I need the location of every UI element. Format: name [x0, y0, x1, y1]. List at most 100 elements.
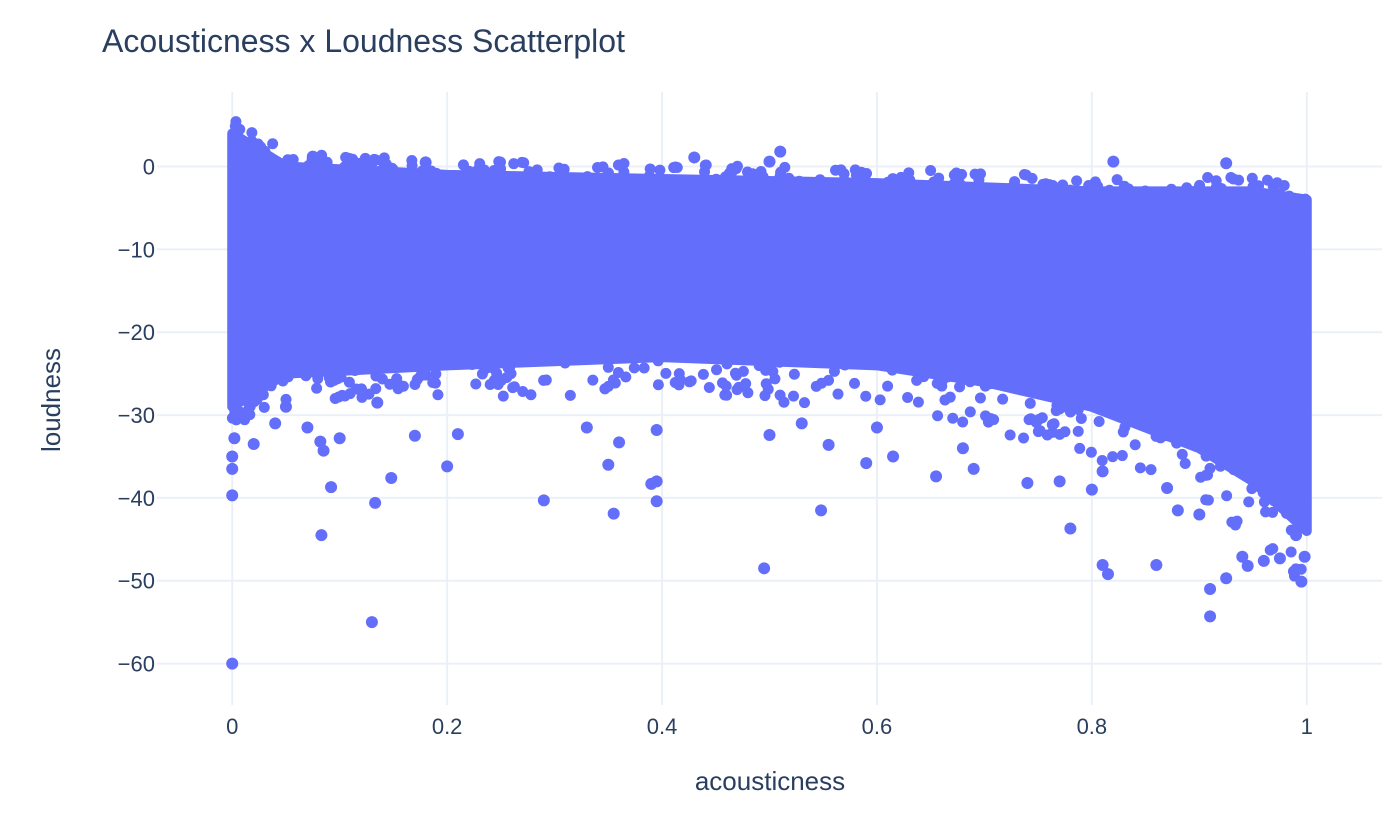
edge-point — [778, 396, 790, 408]
edge-point — [1267, 506, 1279, 518]
scatter-point — [1241, 559, 1254, 572]
y-tick-label: −20 — [118, 320, 155, 345]
scatter-point — [1290, 529, 1303, 542]
x-tick-label: 0 — [226, 714, 238, 739]
edge-point — [508, 381, 520, 393]
edge-point — [788, 390, 800, 402]
edge-point — [411, 373, 423, 385]
edge-point — [740, 378, 752, 390]
scatter-point — [870, 421, 883, 434]
edge-point — [1026, 172, 1038, 184]
edge-point — [258, 401, 270, 413]
scatter-point — [795, 417, 808, 430]
edge-point — [985, 413, 997, 425]
edge-point — [1285, 546, 1297, 558]
edge-point — [1085, 446, 1097, 458]
edge-point — [1246, 172, 1258, 184]
points-layer — [226, 129, 1311, 670]
edge-point — [1268, 495, 1280, 507]
edge-point — [1071, 175, 1083, 187]
edge-point — [832, 388, 844, 400]
edge-point — [1064, 184, 1076, 196]
edge-point — [1200, 450, 1212, 462]
scatter-point — [258, 145, 271, 158]
scatter-point — [967, 462, 980, 475]
edge-point — [1214, 460, 1226, 472]
edge-point — [774, 356, 786, 368]
y-tick-label: −10 — [118, 237, 155, 262]
edge-point — [964, 376, 976, 388]
edge-point — [973, 174, 985, 186]
scatter-point — [774, 145, 787, 158]
scatter-point — [822, 438, 835, 451]
edge-point — [1204, 462, 1216, 474]
edge-point — [882, 380, 894, 392]
edge-point — [1145, 464, 1157, 476]
y-tick-label: −30 — [118, 403, 155, 428]
scatter-point — [385, 472, 398, 485]
edge-point — [673, 368, 685, 380]
scatter-point — [231, 139, 244, 152]
edge-point — [828, 365, 840, 377]
scatter-point — [650, 475, 663, 488]
edge-point — [603, 167, 615, 179]
edge-point — [1229, 519, 1241, 531]
edge-point — [628, 362, 640, 374]
edge-point — [1247, 181, 1259, 193]
scatter-point — [228, 129, 241, 142]
edge-point — [1134, 462, 1146, 474]
scatter-point — [279, 400, 292, 413]
scatter-point — [317, 444, 330, 457]
scatter-point — [226, 489, 239, 502]
chart-title: Acousticness x Loudness Scatterplot — [102, 23, 625, 59]
scatter-point — [1220, 572, 1233, 585]
edge-point — [497, 390, 509, 402]
scatter-point — [860, 457, 873, 470]
scatter-point — [1053, 475, 1066, 488]
scatter-point — [408, 429, 421, 442]
edge-point — [779, 161, 791, 173]
edge-point — [531, 164, 543, 176]
scatter-point — [306, 150, 319, 163]
edge-point — [1116, 450, 1128, 462]
edge-point — [1160, 430, 1172, 442]
scatter-point — [269, 417, 282, 430]
edge-point — [660, 367, 672, 379]
scatter-point — [1298, 550, 1311, 563]
edge-point — [932, 410, 944, 422]
edge-point — [997, 393, 1009, 405]
edge-point — [721, 358, 733, 370]
scatter-point — [419, 156, 432, 169]
edge-point — [1225, 171, 1237, 183]
edge-point — [729, 367, 741, 379]
edge-point — [814, 174, 826, 186]
scatter-point — [1161, 481, 1174, 494]
edge-point — [1246, 483, 1258, 495]
edge-point — [652, 379, 664, 391]
edge-point — [1005, 182, 1017, 194]
edge-point — [478, 164, 490, 176]
scatter-point — [887, 450, 900, 463]
edge-point — [850, 169, 862, 181]
edge-point — [491, 367, 503, 379]
edge-point — [954, 381, 966, 393]
edge-point — [957, 416, 969, 428]
edge-point — [1228, 464, 1240, 476]
edge-point — [387, 163, 399, 175]
edge-point — [287, 154, 299, 166]
x-tick-label: 1 — [1301, 714, 1313, 739]
edge-point — [508, 158, 520, 170]
density-band-layer — [226, 116, 1312, 582]
edge-point — [525, 389, 537, 401]
edge-point — [1004, 429, 1016, 441]
y-tick-label: −60 — [118, 652, 155, 677]
edge-point — [816, 377, 828, 389]
edge-point — [420, 369, 432, 381]
edge-point — [1024, 397, 1036, 409]
edge-point — [731, 384, 743, 396]
edge-point — [912, 396, 924, 408]
scatter-point — [758, 562, 771, 575]
edge-point — [470, 378, 482, 390]
x-tick-label: 0.2 — [432, 714, 463, 739]
